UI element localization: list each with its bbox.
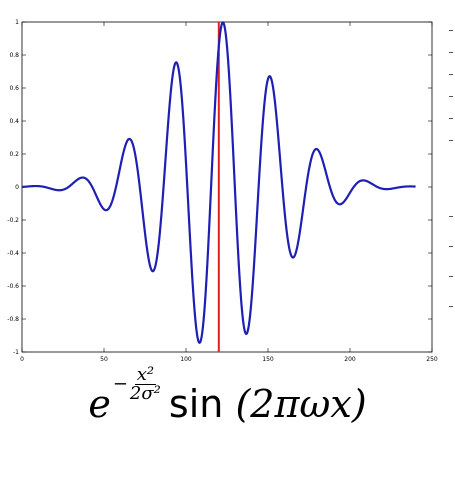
edge-tick [449,276,453,277]
gabor-formula: e − x² 2σ² sin (2πωx) [0,365,455,431]
y-tick-label: -0.8 [7,316,19,323]
formula-exponent: − x² 2σ² [112,363,161,404]
x-tick-label: 250 [426,356,438,363]
y-tick-label: -1 [13,349,19,356]
edge-tick [449,140,453,141]
y-tick-label: -0.6 [7,283,19,290]
x-tick-label: 0 [20,356,24,363]
edge-tick [449,96,453,97]
formula-exp-denominator: 2σ² [129,382,161,404]
y-tick-label: -0.4 [7,250,19,257]
y-tick-label: 0.6 [9,85,19,92]
y-tick-label: 0.4 [9,118,19,125]
formula-exp-fraction: x² 2σ² [129,363,161,404]
axis-ticks: 0 50 100 150 200 250 -1 -0.8 -0.6 -0.4 -0.2 0 0.2 0.4… [7,19,438,363]
y-tick-label: 1 [15,19,19,26]
y-tick-label: 0 [15,184,19,191]
formula-base: e [88,382,111,426]
edge-tick [449,118,453,119]
x-tick-label: 100 [180,356,192,363]
y-tick-label: 0.2 [9,151,19,158]
edge-tick [449,74,453,75]
edge-tick [449,30,453,31]
x-tick-label: 200 [344,356,356,363]
plot-frame [21,21,433,353]
series-line [21,21,416,345]
y-tick-label: 0.8 [9,52,19,59]
formula-exp-numerator: x² [134,363,157,385]
y-tick-label: -0.2 [7,217,19,224]
adjacent-panel-edge [441,30,455,330]
formula-exp-sign: − [112,373,128,394]
edge-tick [449,216,453,217]
x-tick-label: 150 [262,356,274,363]
edge-tick [449,52,453,53]
edge-tick [449,306,453,307]
edge-tick [449,246,453,247]
gabor-chart: 0 50 100 150 200 250 -1 -0.8 -0.6 -0.4 -0.2 0 0.2 0.4… [7,19,438,363]
x-tick-label: 50 [100,356,108,363]
series-group [21,21,416,345]
formula-argument: (2πωx) [235,382,367,426]
formula-function: sin [168,382,224,426]
